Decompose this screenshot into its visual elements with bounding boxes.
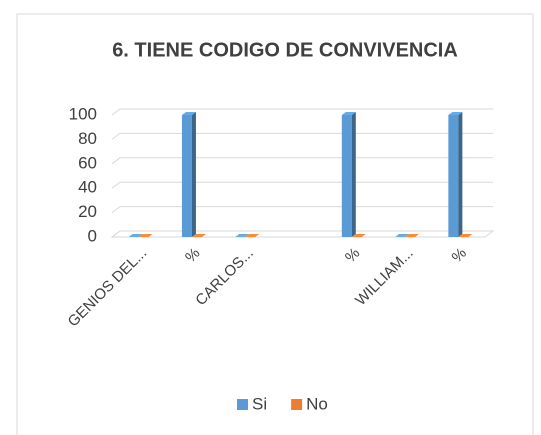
bar — [395, 234, 410, 238]
bar-top — [245, 234, 260, 237]
bar-top — [458, 234, 473, 237]
y-tick-label: 40 — [78, 178, 97, 197]
y-tick-label: 80 — [78, 129, 97, 148]
bar — [448, 112, 463, 237]
grid-line — [111, 157, 493, 165]
grid-line — [111, 108, 493, 116]
grid-line — [111, 230, 493, 238]
bar-top — [351, 234, 366, 237]
bar — [191, 234, 206, 238]
legend-swatch — [237, 399, 248, 410]
legend-swatch — [291, 399, 303, 410]
bar-top — [235, 234, 250, 237]
y-tick-label: 100 — [69, 104, 97, 123]
chart-frame — [16, 13, 534, 435]
y-tick-label: 60 — [78, 153, 97, 172]
bar — [138, 234, 153, 238]
chart-title: 6. TIENE CODIGO DE CONVIVENCIA — [112, 39, 458, 61]
bar-top — [395, 234, 410, 237]
bar-side — [458, 112, 463, 237]
bar-front — [448, 115, 459, 237]
bar-side — [191, 112, 196, 237]
bar — [458, 234, 473, 238]
bar — [351, 234, 366, 238]
bar — [245, 234, 260, 238]
grid-line — [111, 206, 493, 214]
bar — [341, 112, 356, 237]
bar-front — [181, 115, 192, 237]
bar-front — [341, 115, 352, 237]
bar-side — [351, 112, 356, 237]
legend-label: Si — [252, 394, 267, 413]
y-tick-label: 20 — [78, 202, 97, 221]
bar — [405, 234, 420, 238]
bar-top — [128, 234, 143, 237]
grid-line — [111, 181, 493, 189]
bar — [235, 234, 250, 238]
bar-top — [341, 112, 356, 115]
bar — [181, 112, 196, 237]
bar-top — [191, 234, 206, 237]
y-tick-label: 0 — [88, 226, 97, 245]
bar-top — [138, 234, 153, 237]
bar-top — [448, 112, 463, 115]
legend-label: No — [306, 394, 328, 413]
bar — [128, 234, 143, 238]
bar-top — [181, 112, 196, 115]
grid-line — [111, 132, 493, 140]
bar-top — [405, 234, 420, 237]
